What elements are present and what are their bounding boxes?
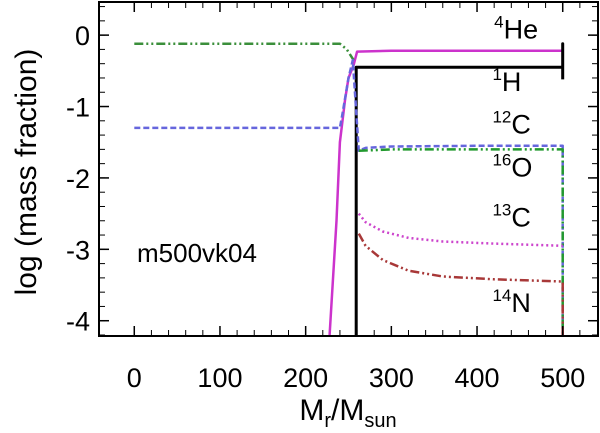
series-layer <box>134 42 565 335</box>
model-label: m500vk04 <box>137 238 257 268</box>
series-4He <box>328 49 564 335</box>
x-tick-label: 100 <box>197 363 242 393</box>
y-tick-label: -1 <box>66 93 90 123</box>
species-mass-number: 1 <box>492 65 501 84</box>
species-mass-number: 4 <box>494 13 503 32</box>
y-tick-label: -3 <box>66 235 90 265</box>
series-14N <box>357 232 564 335</box>
species-element: O <box>511 152 532 182</box>
x-tick-label: 400 <box>455 363 500 393</box>
x-tick-label: 300 <box>369 363 414 393</box>
x-axis-title-main: M <box>299 394 324 427</box>
series-13C <box>357 212 563 248</box>
series-1H <box>354 42 565 335</box>
series-16O <box>358 148 564 335</box>
species-mass-number: 16 <box>492 150 511 169</box>
x-axis-title-sub2: sun <box>364 410 396 432</box>
y-tick-label: -4 <box>66 307 90 337</box>
y-tick-label: -2 <box>66 164 90 194</box>
species-label-13C: 13C <box>492 200 530 232</box>
species-mass-number: 13 <box>492 200 511 219</box>
plot-frame <box>98 1 599 337</box>
y-tick-label: 0 <box>75 21 90 51</box>
species-mass-number: 12 <box>492 108 511 127</box>
species-element: C <box>511 202 531 232</box>
x-tick-label: 500 <box>540 363 585 393</box>
x-tick-label: 0 <box>127 363 142 393</box>
species-element: H <box>502 67 522 97</box>
species-label-14N: 14N <box>492 286 530 318</box>
species-label-16O: 16O <box>492 150 532 182</box>
x-axis-title-mid: /M <box>331 394 364 427</box>
species-mass-number: 14 <box>492 286 511 305</box>
species-element: C <box>511 110 531 140</box>
species-label-4He: 4He <box>494 13 538 45</box>
ticks-layer: 0 100 200 300 400 500 0 -1 -2 -3 -4 <box>66 3 597 393</box>
x-tick-label: 200 <box>283 363 328 393</box>
series-H-mixed <box>134 42 355 61</box>
species-element: He <box>504 15 539 45</box>
x-axis-title-sub1: r <box>324 410 331 432</box>
y-axis-title: log (mass fraction) <box>10 49 43 296</box>
species-label-1H: 1H <box>492 65 521 97</box>
species-element: N <box>511 288 531 318</box>
x-axis-title: Mr/Msun <box>299 394 396 432</box>
series-12C <box>134 58 564 335</box>
species-label-12C: 12C <box>492 108 530 140</box>
